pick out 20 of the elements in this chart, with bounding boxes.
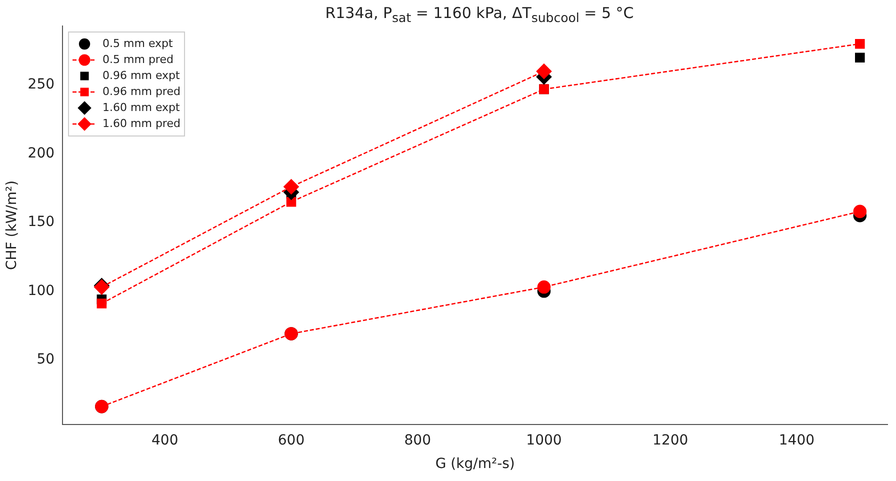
y-tick-label: 50: [36, 351, 55, 368]
x-tick-label: 1400: [778, 432, 815, 448]
x-axis-title: G (kg/m²-s): [435, 456, 515, 472]
y-tick-label: 100: [28, 282, 55, 299]
chart-title: R134a, P$_{sat}$ = 1160 kPa, ΔT$_{subcool}$ = 5 °C: [324, 4, 635, 25]
legend-label: 0.96 mm expt: [102, 68, 181, 82]
x-tick-label: 1000: [526, 432, 562, 448]
x-tick-label: 600: [278, 432, 305, 448]
y-tick-label: 200: [28, 145, 55, 162]
y-tick-label: 150: [28, 214, 55, 230]
x-tick-label: 400: [152, 432, 178, 448]
legend-label: 1.60 mm expt: [102, 100, 181, 114]
legend-label: 1.60 mm pred: [102, 116, 180, 130]
x-tick-label: 800: [404, 432, 431, 448]
x-tick-label: 1200: [652, 432, 688, 448]
y-axis-title: CHF (kW/m²): [4, 180, 20, 270]
legend-label: 0.5 mm pred: [102, 52, 174, 66]
legend-label: 0.5 mm expt: [102, 36, 174, 50]
y-tick-label: 250: [28, 76, 55, 93]
legend-label: 0.96 mm pred: [102, 84, 180, 98]
